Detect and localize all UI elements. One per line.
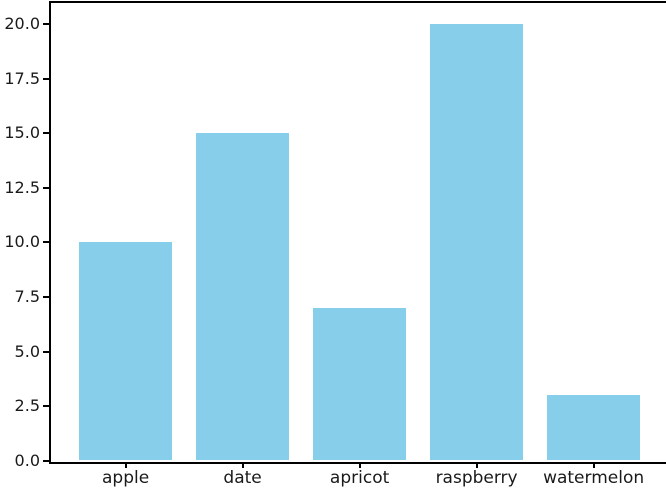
bar-date [195,133,290,460]
y-tick-label: 5.0 [14,341,40,361]
y-tick-label: 12.5 [4,177,40,197]
y-tick [43,77,49,80]
y-tick [43,460,49,462]
x-tick [592,462,595,468]
x-tick-label: apple [102,468,150,488]
x-tick-label: watermelon [543,468,645,488]
bar-watermelon [546,395,641,460]
y-tick [43,241,49,244]
x-tick-label: date [223,468,262,488]
x-tick-label: raspberry [435,468,518,488]
y-tick-label: 7.5 [14,287,40,307]
y-tick-label: 15.0 [4,123,40,143]
y-tick [43,405,49,408]
y-tick [43,22,49,25]
x-tick-label: apricot [329,468,390,488]
x-tick [475,462,478,468]
x-tick [358,462,361,468]
x-tick [241,462,244,468]
y-tick-label: 2.5 [14,396,40,416]
y-tick-label: 20.0 [4,13,40,33]
x-tick [124,462,127,468]
y-tick [43,296,49,299]
bar-apricot [312,308,407,460]
y-tick [43,350,49,353]
y-tick [43,132,49,135]
y-tick-label: 17.5 [4,68,40,88]
plot-area [49,1,666,464]
y-tick-label: 0.0 [14,451,40,470]
bar-apple [78,242,173,460]
y-tick [43,186,49,189]
bar-raspberry [429,23,524,460]
y-tick-label: 10.0 [4,232,40,252]
